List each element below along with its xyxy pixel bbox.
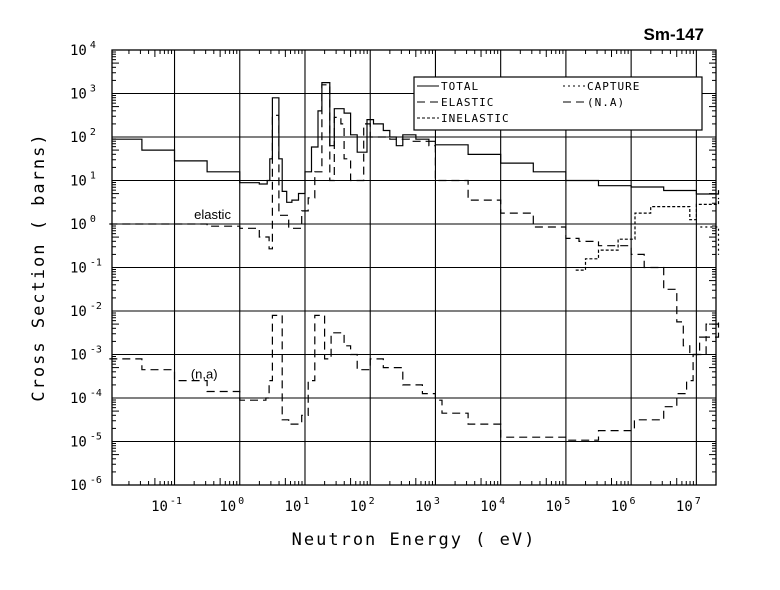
y-tick-label: 10 -6 bbox=[70, 475, 102, 494]
y-tick-label: 10 3 bbox=[70, 84, 96, 103]
x-tick-label: 10 6 bbox=[611, 496, 636, 515]
series-capture-line bbox=[700, 226, 720, 255]
y-tick-label: 10 -1 bbox=[70, 258, 102, 277]
legend-box bbox=[413, 76, 703, 131]
y-tick-label: 10 -2 bbox=[70, 301, 102, 320]
x-tick-label: 10 4 bbox=[480, 496, 505, 515]
y-tick-label: 10 0 bbox=[70, 214, 96, 233]
x-axis-label: Neutron Energy ( eV) bbox=[292, 530, 537, 550]
y-tick-label: 10 -5 bbox=[70, 432, 102, 451]
x-tick-label: 10 1 bbox=[285, 496, 310, 515]
y-tick-label: 10 -4 bbox=[70, 388, 102, 407]
y-axis-label: Cross Section ( barns) bbox=[29, 132, 49, 401]
plot-frame bbox=[111, 49, 717, 486]
legend-total-label: TOTAL bbox=[441, 80, 479, 93]
legend-na-label: (N.A) bbox=[587, 96, 625, 109]
legend: TOTAL CAPTURE ELASTIC (N.A) INELASTIC bbox=[413, 76, 703, 131]
annotations: elastic (n,a) bbox=[191, 207, 232, 382]
annotation-na-label: (n,a) bbox=[191, 366, 218, 381]
legend-elastic-label: ELASTIC bbox=[441, 96, 494, 109]
legend-capture-label: CAPTURE bbox=[587, 80, 640, 93]
series-inelastic-line bbox=[575, 197, 720, 271]
x-tick-label: 10 3 bbox=[415, 496, 440, 515]
series-lines bbox=[109, 82, 720, 441]
y-tick-label: 10 -3 bbox=[70, 345, 102, 364]
chart-title: Sm-147 bbox=[644, 25, 704, 44]
x-tick-label: 10 7 bbox=[676, 496, 701, 515]
series-total-line bbox=[112, 82, 720, 203]
y-tick-label: 10 2 bbox=[70, 127, 96, 146]
annotation-elastic-label: elastic bbox=[194, 207, 231, 222]
x-tick-label: 10 0 bbox=[219, 496, 244, 515]
y-tick-label: 10 4 bbox=[70, 40, 96, 59]
legend-inelastic-label: INELASTIC bbox=[441, 112, 510, 125]
x-tick-label: 10 2 bbox=[350, 496, 375, 515]
tick-labels: 10 -1 10 0 10 1 10 2 10 3 10 4 10 5 10 6 10 7 10 4 10 3 10 2 10 1… bbox=[70, 40, 701, 515]
series-na-line bbox=[109, 314, 720, 441]
y-tick-label: 10 1 bbox=[70, 171, 96, 190]
x-tick-label: 10 -1 bbox=[151, 496, 182, 515]
x-tick-label: 10 5 bbox=[545, 496, 570, 515]
series-elastic-line bbox=[109, 84, 720, 356]
